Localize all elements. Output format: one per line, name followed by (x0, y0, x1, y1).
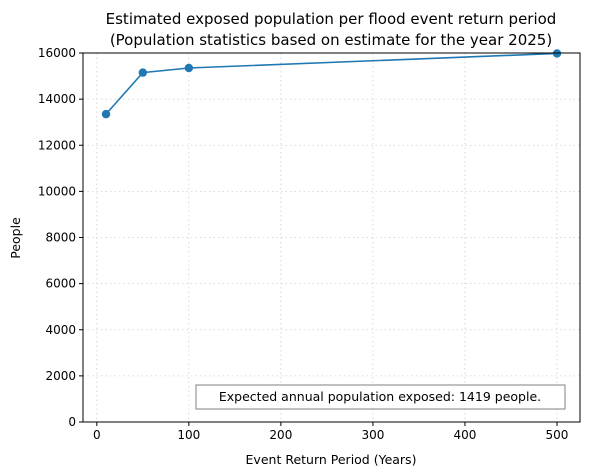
series-layer (101, 49, 562, 119)
y-tick-label: 6000 (45, 277, 76, 291)
y-tick-label: 14000 (38, 92, 76, 106)
x-tick-label: 100 (177, 428, 200, 442)
x-tick-label: 0 (93, 428, 101, 442)
y-tick-label: 4000 (45, 323, 76, 337)
y-tick-label: 2000 (45, 369, 76, 383)
x-axis-label: Event Return Period (Years) (246, 452, 417, 467)
x-tick-label: 200 (269, 428, 292, 442)
series-line (105, 52, 558, 115)
y-tick-label: 12000 (38, 138, 76, 152)
annotation-frame (195, 384, 566, 410)
data-point (184, 63, 194, 73)
y-tick-label: 0 (68, 415, 76, 429)
axis-ticks: 0 100 200 300 400 500 0 2000 4000 6000 8000 10000 12… (38, 46, 569, 442)
chart-title: Estimated exposed population per flood e… (106, 10, 557, 28)
grid-lines (83, 52, 580, 423)
plot-frame (82, 52, 581, 423)
x-tick-label: 500 (546, 428, 569, 442)
y-tick-label: 16000 (38, 46, 76, 60)
data-point (138, 68, 148, 77)
y-axis-label: People (8, 217, 23, 259)
x-tick-label: 400 (454, 428, 477, 442)
data-point (101, 109, 111, 119)
annotation-box: Expected annual population exposed: 1419… (195, 384, 566, 410)
x-tick-label: 300 (361, 428, 384, 442)
annotation-text: Expected annual population exposed: 1419… (219, 389, 541, 404)
chart-subtitle: (Population statistics based on estimate… (110, 31, 552, 49)
y-tick-label: 8000 (45, 231, 76, 245)
y-tick-label: 10000 (38, 184, 76, 198)
